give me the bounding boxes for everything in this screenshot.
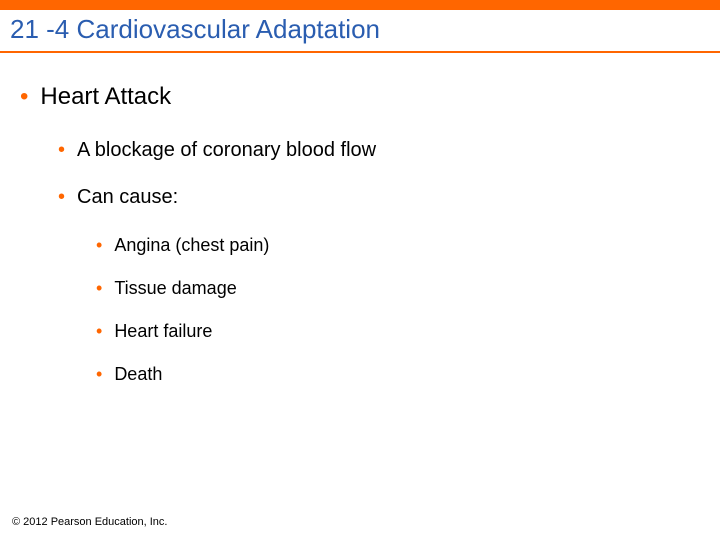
bullet-icon: • [58,186,65,209]
list-item-text: Heart failure [114,321,212,342]
title-row: 21 -4 Cardiovascular Adaptation [0,10,720,52]
bullet-list-level-2: • A blockage of coronary blood flow • Ca… [20,139,700,385]
list-item: • Can cause: • Angina (chest pain) [58,186,700,385]
bullet-icon: • [96,364,102,385]
list-item-text: Tissue damage [114,278,236,299]
list-item-text: Can cause: [77,186,178,209]
list-item-text: Angina (chest pain) [114,235,269,256]
list-item-text: A blockage of coronary blood flow [77,139,376,162]
list-item: • Angina (chest pain) [96,235,700,256]
bullet-icon: • [96,235,102,256]
bullet-icon: • [20,83,28,111]
copyright-footer: © 2012 Pearson Education, Inc. [12,516,167,528]
list-item-text: Heart Attack [40,83,171,111]
list-item-text: Death [114,364,162,385]
slide-content: • Heart Attack • A blockage of coronary … [0,53,720,385]
bullet-icon: • [96,321,102,342]
list-item: • Death [96,364,700,385]
bullet-list-level-3: • Angina (chest pain) • Tissue damage [58,235,700,385]
list-item: • Tissue damage [96,278,700,299]
list-item: • Heart Attack • A blockage of coronary … [20,83,700,385]
list-item: • A blockage of coronary blood flow [58,139,700,162]
list-item: • Heart failure [96,321,700,342]
bullet-list-level-1: • Heart Attack • A blockage of coronary … [20,83,700,385]
accent-top-bar [0,0,720,10]
bullet-icon: • [58,139,65,162]
slide-title: 21 -4 Cardiovascular Adaptation [10,14,710,45]
bullet-icon: • [96,278,102,299]
